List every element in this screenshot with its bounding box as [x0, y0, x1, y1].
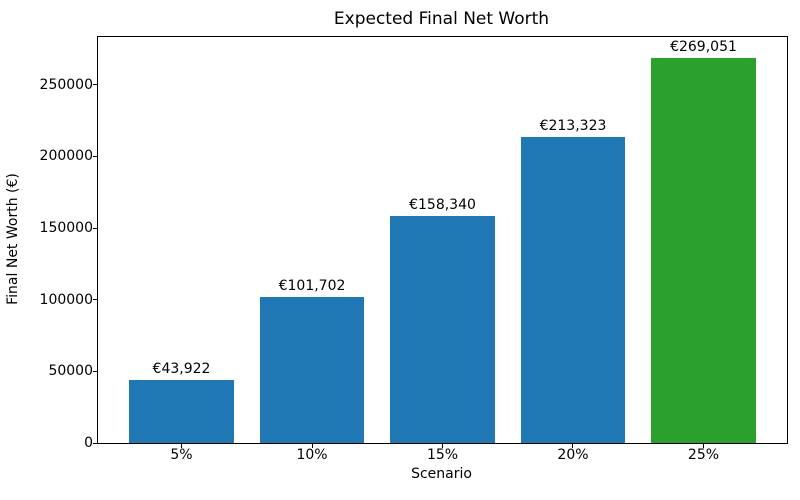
x-tick-label: 20%: [557, 447, 589, 463]
y-tick-mark: [93, 370, 97, 372]
y-tick-mark: [93, 155, 97, 157]
bar: [520, 137, 626, 443]
bar: [651, 57, 756, 443]
y-tick-label: 200000: [39, 148, 93, 165]
y-tick-label: 150000: [39, 220, 93, 237]
bar: [129, 380, 234, 443]
y-tick-mark: [93, 442, 97, 444]
y-tick-label: 250000: [39, 76, 93, 93]
y-tick-label: 50000: [48, 363, 93, 380]
bar: [390, 216, 495, 443]
x-tick-mark: [181, 444, 182, 448]
bar-value-label: €269,051: [670, 38, 737, 55]
y-tick-mark: [93, 299, 97, 301]
x-tick-mark: [311, 444, 313, 448]
y-tick-mark: [93, 84, 97, 86]
x-tick-label: 15%: [426, 447, 459, 463]
chart-title: Expected Final Net Worth: [333, 9, 550, 29]
plot-area: 0 50000 100000 150000 200000 250000 €43,922 5% €…: [40, 36, 788, 463]
y-tick-mark: [93, 227, 97, 229]
bar-value-label: €43,922: [152, 361, 211, 378]
bar-value-label: €158,340: [409, 197, 476, 214]
x-tick-mark: [702, 444, 704, 448]
x-tick-label: 5%: [170, 447, 193, 463]
y-tick-label: 100000: [39, 291, 93, 308]
bar: [259, 297, 365, 443]
y-axis-label: Final Net Worth (€): [5, 173, 21, 305]
x-axis-label: Scenario: [411, 466, 472, 482]
bar-value-label: €101,702: [278, 278, 346, 295]
x-tick-mark: [572, 444, 574, 448]
x-tick-mark: [442, 444, 443, 448]
x-tick-label: 25%: [687, 447, 720, 463]
y-tick-label: 0: [84, 435, 93, 451]
bar-value-label: €213,323: [539, 118, 607, 135]
x-tick-label: 10%: [296, 447, 328, 463]
